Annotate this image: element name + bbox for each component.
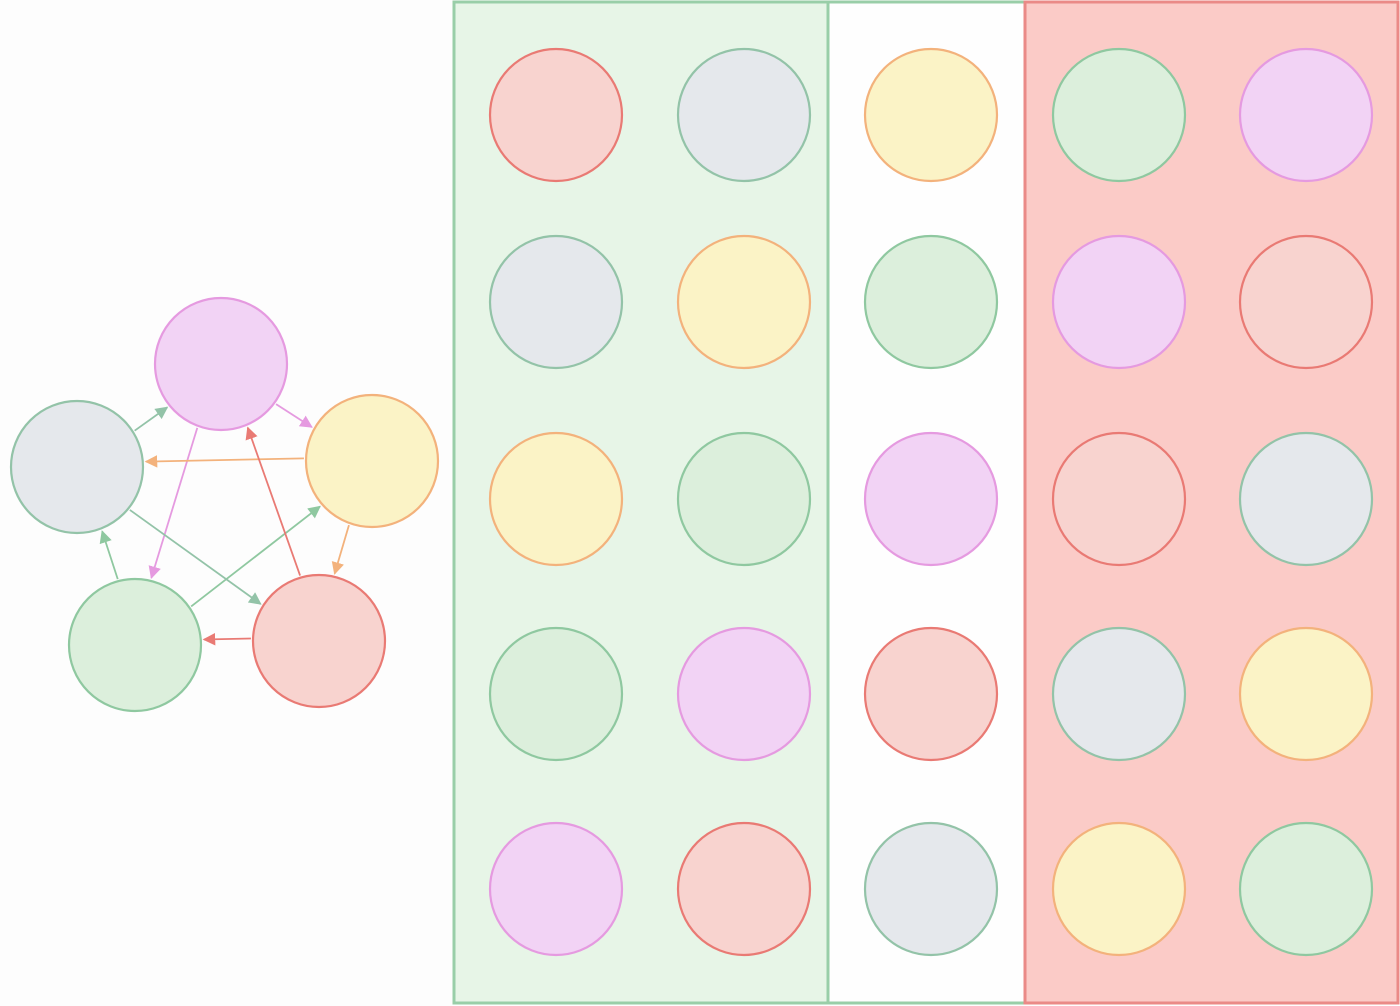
lose-row-4-opponent-lizard [1238, 821, 1374, 957]
arrow-spock-beats-rock [129, 509, 262, 605]
lose-row-2-player-rock [1051, 431, 1187, 567]
arrow-lizard-beats-spock [99, 530, 119, 580]
cycle-node-spock [9, 399, 145, 535]
lose-row-4-player-paper [1051, 821, 1187, 957]
cycle-node-paper [304, 393, 440, 529]
win-row-2-opponent-lizard [676, 431, 812, 567]
lose-row-1-player-scissors [1051, 234, 1187, 370]
draw-row-0-paper [863, 47, 999, 183]
win-row-0-opponent-spock [676, 47, 812, 183]
win-row-2-player-paper [488, 431, 624, 567]
lose-row-3-opponent-paper [1238, 626, 1374, 762]
win-row-1-opponent-paper [676, 234, 812, 370]
lose-row-0-player-lizard [1051, 47, 1187, 183]
win-row-4-opponent-rock [676, 821, 812, 957]
lose-row-3-player-spock [1051, 626, 1187, 762]
cycle-node-lizard [67, 577, 203, 713]
lose-row-0-opponent-scissors [1238, 47, 1374, 183]
win-row-0-player-rock [488, 47, 624, 183]
arrow-paper-beats-rock [331, 524, 350, 575]
arrow-spock-beats-scissors [134, 406, 169, 432]
win-row-3-player-lizard [488, 626, 624, 762]
win-row-1-player-spock [488, 234, 624, 370]
arrow-scissors-beats-lizard [148, 427, 199, 580]
arrow-scissors-beats-paper [275, 403, 313, 428]
cycle-node-scissors [153, 296, 289, 432]
draw-row-3-rock [863, 626, 999, 762]
win-row-4-player-scissors [488, 821, 624, 957]
cycle-node-rock [251, 573, 387, 709]
lose-row-2-opponent-spock [1238, 431, 1374, 567]
win-row-3-opponent-scissors [676, 626, 812, 762]
lose-row-1-opponent-rock [1238, 234, 1374, 370]
arrow-rock-beats-scissors [245, 426, 301, 576]
arrow-paper-beats-spock [144, 455, 304, 468]
draw-row-2-scissors [863, 431, 999, 567]
arrow-rock-beats-lizard [202, 632, 251, 646]
draw-row-1-lizard [863, 234, 999, 370]
draw-row-4-spock [863, 821, 999, 957]
arrow-lizard-beats-paper [190, 505, 321, 608]
